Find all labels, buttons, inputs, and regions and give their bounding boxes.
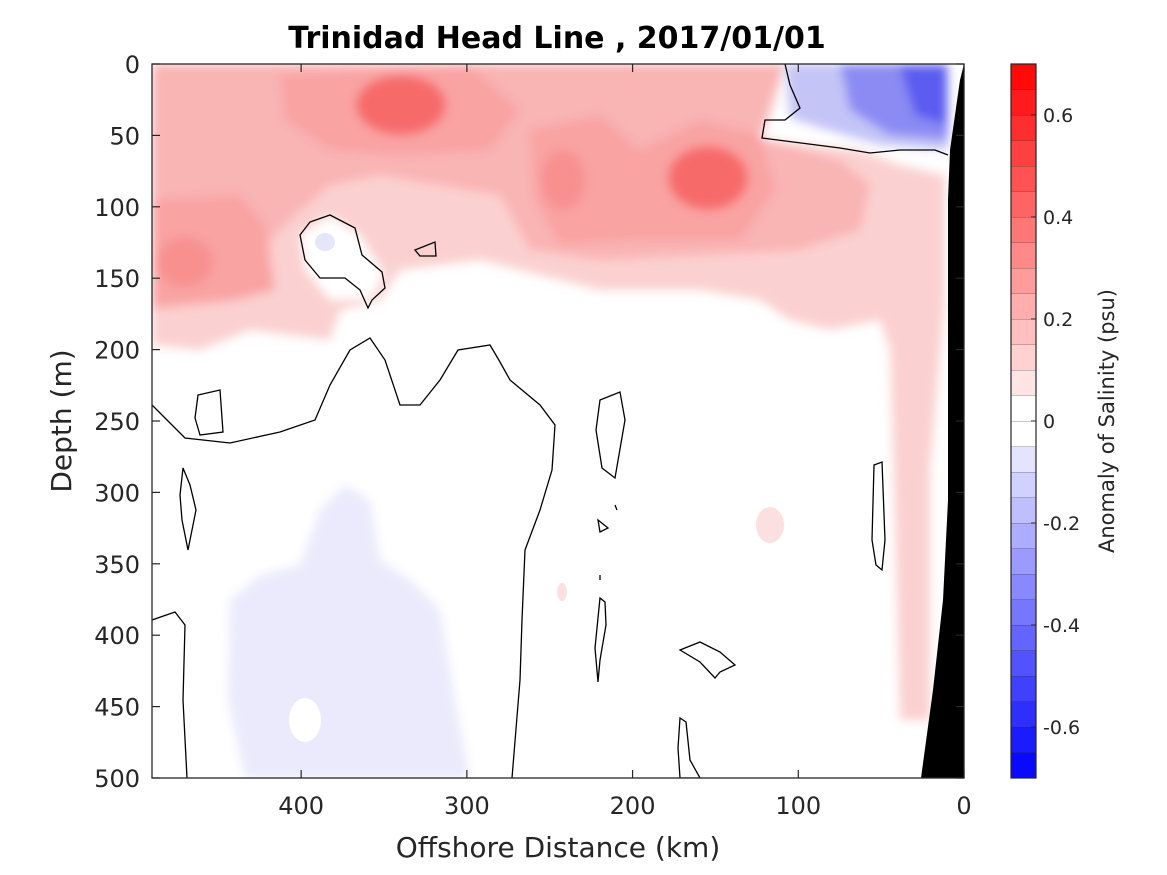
colorbar: 0.6 0.4 0.2 0 -0.2 -0.4 -0.6 [1010,63,1080,779]
colorbar-tick-label: 0.2 [1043,309,1073,331]
colorbar-tick-label: -0.6 [1043,717,1080,739]
colorbar-step [1011,701,1036,727]
y-tick-label: 500 [94,765,140,793]
y-tick-label: 400 [94,622,140,650]
contour-field [152,64,949,778]
colorbar-step [1011,523,1036,549]
colorbar-tick-label: -0.2 [1043,513,1080,535]
colorbar-step [1011,446,1036,472]
colorbar-step [1011,217,1036,243]
colorbar-step [1011,242,1036,268]
colorbar-tick-label: 0.6 [1043,105,1073,127]
colorbar-step [1011,421,1036,447]
y-tick-label: 150 [94,265,140,293]
x-tick-label: 200 [610,792,656,820]
plot-area: 400 300 200 100 0 0 50 100 150 200 250 300 350 400 45… [94,51,971,820]
colorbar-step [1011,650,1036,676]
y-tick-label: 450 [94,694,140,722]
colorbar-tick-label: 0 [1043,411,1055,433]
colorbar-step [1011,548,1036,574]
y-tick-label: 200 [94,337,140,365]
y-axis: 0 50 100 150 200 250 300 350 400 450 500 [94,51,964,793]
colorbar-step [1011,727,1036,753]
x-axis: 400 300 200 100 0 [278,64,972,820]
colorbar-step [1011,166,1036,192]
colorbar-tick-label: -0.4 [1043,615,1080,637]
y-tick-label: 0 [125,51,140,79]
colorbar-step [1011,191,1036,217]
colorbar-step [1011,599,1036,625]
negative-anomaly-deep [228,485,470,778]
colorbar-step [1011,395,1036,421]
x-tick-label: 100 [775,792,821,820]
colorbar-step [1011,268,1036,294]
colorbar-step [1011,89,1036,115]
y-axis-label: Depth (m) [45,349,78,492]
x-tick-label: 400 [278,792,324,820]
colorbar-step [1011,752,1036,778]
y-tick-label: 300 [94,479,140,507]
colorbar-step [1011,115,1036,141]
colorbar-label: Anomaly of Salinity (psu) [1095,289,1119,553]
colorbar-step [1011,370,1036,396]
chart-title: Trinidad Head Line , 2017/01/01 [288,21,825,56]
colorbar-step [1011,140,1036,166]
y-tick-label: 250 [94,408,140,436]
zero-contours [152,64,949,778]
colorbar-step [1011,319,1036,345]
y-tick-label: 100 [94,194,140,222]
colorbar-step [1011,64,1036,90]
land-mask [921,64,964,778]
colorbar-step [1011,574,1036,600]
colorbar-step [1011,676,1036,702]
colorbar-step [1011,497,1036,523]
x-tick-label: 300 [444,792,490,820]
y-tick-label: 350 [94,551,140,579]
colorbar-step [1011,472,1036,498]
positive-anomaly-core [356,75,446,135]
colorbar-step [1011,344,1036,370]
x-tick-label: 0 [956,792,971,820]
colorbar-tick-label: 0.4 [1043,207,1073,229]
colorbar-step [1011,293,1036,319]
colorbar-step [1011,625,1036,651]
y-tick-label: 50 [109,122,140,150]
x-axis-label: Offshore Distance (km) [396,831,721,864]
